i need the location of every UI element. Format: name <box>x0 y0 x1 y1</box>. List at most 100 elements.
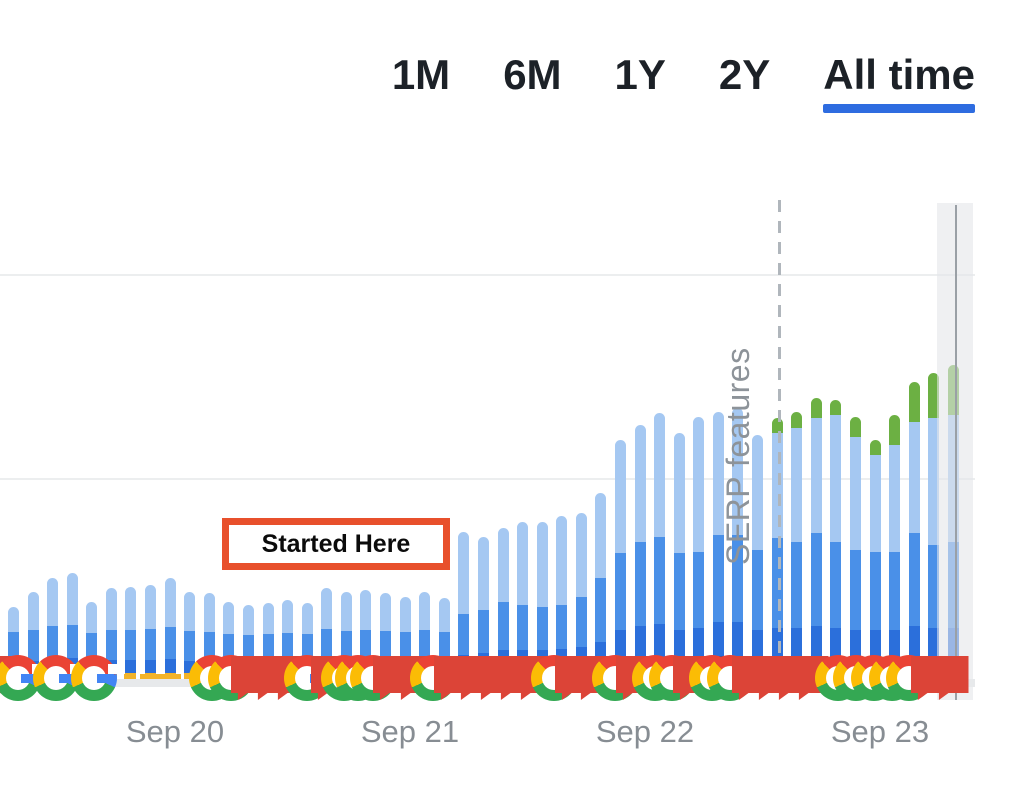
keyword-stack-bar[interactable] <box>634 425 646 680</box>
keyword-stack-bar[interactable] <box>693 417 705 680</box>
bar-segment <box>869 440 881 455</box>
keyword-stack-bar[interactable] <box>654 413 666 680</box>
keyword-stack-bar[interactable] <box>908 382 920 680</box>
bar-segment <box>438 632 450 661</box>
keyword-stack-bar[interactable] <box>164 578 176 680</box>
keyword-stack-bar[interactable] <box>614 440 626 680</box>
keyword-stack-bar[interactable] <box>791 412 803 680</box>
bar-segment <box>732 535 744 622</box>
bar-segment <box>282 600 294 633</box>
yellow-dashed-marker <box>108 674 198 679</box>
bar-segment <box>497 602 509 650</box>
bar-segment <box>458 532 470 614</box>
keyword-stack-bar[interactable] <box>810 398 822 680</box>
x-axis-tick-label: Sep 22 <box>595 714 695 749</box>
bar-segment <box>27 630 39 661</box>
bar-segment <box>536 607 548 650</box>
x-axis-tick-label: Sep 20 <box>125 714 225 749</box>
bar-segment <box>908 382 920 422</box>
bar-segment <box>614 553 626 630</box>
bar-segment <box>223 634 235 662</box>
bar-segment <box>654 413 666 537</box>
keyword-stack-bar[interactable] <box>145 585 157 680</box>
h-gridline <box>0 478 975 480</box>
bar-segment <box>380 593 392 631</box>
bar-segment <box>125 630 137 660</box>
bar-segment <box>517 605 529 650</box>
bar-segment <box>184 661 196 673</box>
bar-segment <box>66 573 78 625</box>
bar-segment <box>8 607 19 632</box>
bar-segment <box>47 626 59 659</box>
bar-segment <box>105 588 117 630</box>
bar-segment <box>497 528 509 602</box>
bar-segment <box>595 642 607 665</box>
bar-segment <box>575 597 587 647</box>
bar-segment <box>810 398 822 418</box>
bar-segment <box>223 602 235 634</box>
keyword-stack-bar[interactable] <box>673 433 685 680</box>
bar-segment <box>262 634 274 662</box>
keyword-stack-bar[interactable] <box>849 417 861 680</box>
bar-segment <box>86 602 98 633</box>
tab-all-time[interactable]: All time <box>823 51 975 113</box>
bar-segment <box>164 659 176 673</box>
bar-segment <box>673 553 685 630</box>
tab-6m[interactable]: 6M <box>503 51 562 98</box>
bar-segment <box>791 428 803 542</box>
bar-segment <box>889 415 901 445</box>
bar-segment <box>340 592 352 631</box>
bar-segment <box>399 632 411 661</box>
keyword-stack-bar[interactable] <box>595 493 607 680</box>
bar-segment <box>556 516 568 605</box>
tab-2y[interactable]: 2Y <box>718 51 771 98</box>
keyword-stack-bar[interactable] <box>889 415 901 680</box>
bar-segment <box>928 545 940 628</box>
bar-segment <box>438 598 450 632</box>
bar-segment <box>889 630 901 659</box>
tab-1m[interactable]: 1M <box>391 51 451 98</box>
bar-segment <box>184 592 196 631</box>
bar-segment <box>595 578 607 642</box>
bar-segment <box>752 550 764 630</box>
bar-segment <box>928 628 940 658</box>
google-g-crossbar <box>59 674 76 683</box>
keyword-stack-bar[interactable] <box>575 513 587 680</box>
google-update-icon[interactable] <box>71 655 117 701</box>
bar-segment <box>830 415 842 542</box>
bar-segment <box>66 625 78 658</box>
keyword-stack-bar[interactable] <box>869 440 881 680</box>
bar-segment <box>693 417 705 552</box>
tab-1y[interactable]: 1Y <box>614 51 666 98</box>
bar-segment <box>340 631 352 660</box>
bar-segment <box>654 537 666 624</box>
bar-segment <box>869 630 881 659</box>
note-bookmark-icon[interactable] <box>931 656 969 700</box>
bar-segment <box>693 552 705 628</box>
bar-segment <box>419 630 431 660</box>
bar-segment <box>614 630 626 660</box>
bar-segment <box>634 626 646 658</box>
started-here-callout: Started Here <box>222 518 450 570</box>
bar-segment <box>732 408 744 535</box>
bar-segment <box>771 418 783 433</box>
bar-segment <box>262 603 274 634</box>
bar-segment <box>830 542 842 628</box>
bar-segment <box>242 635 254 662</box>
google-g-crossbar <box>21 674 38 683</box>
bar-segment <box>771 433 783 538</box>
bar-segment <box>849 630 861 659</box>
keyword-stack-bar[interactable] <box>125 587 137 680</box>
bar-segment <box>928 373 940 418</box>
serp-features-label: SERP features <box>720 347 756 565</box>
bar-segment <box>634 425 646 542</box>
google-g-notch <box>108 664 117 674</box>
bar-segment <box>712 412 724 535</box>
serp-features-dashed-line <box>777 200 781 663</box>
bar-segment <box>810 626 822 657</box>
bar-segment <box>321 629 333 660</box>
keyword-stack-bar[interactable] <box>830 400 842 680</box>
bar-segment <box>27 592 39 630</box>
bar-segment <box>536 522 548 607</box>
